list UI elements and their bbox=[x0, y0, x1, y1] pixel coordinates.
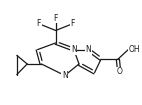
Text: N: N bbox=[85, 45, 91, 54]
Text: OH: OH bbox=[128, 45, 140, 54]
Text: F: F bbox=[37, 19, 41, 28]
Text: F: F bbox=[70, 19, 75, 28]
Text: N: N bbox=[62, 71, 68, 80]
Text: N: N bbox=[71, 45, 77, 54]
Text: O: O bbox=[116, 67, 122, 76]
Text: F: F bbox=[54, 14, 58, 22]
